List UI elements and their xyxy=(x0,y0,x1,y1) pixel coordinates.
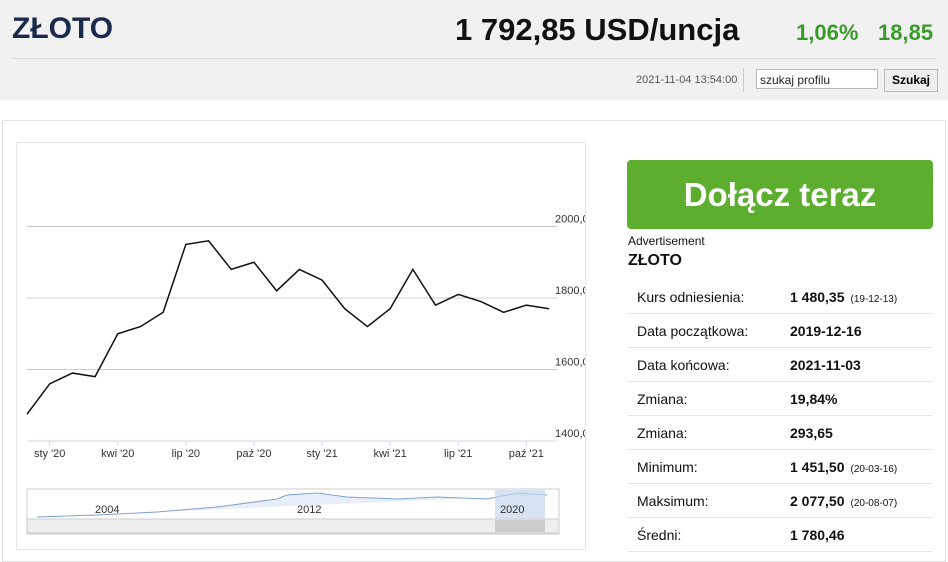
stat-label: Kurs odniesienia: xyxy=(637,289,745,305)
stat-label: Średni: xyxy=(637,527,682,543)
stat-value: 19,84% xyxy=(790,391,837,407)
navigator-label: 2020 xyxy=(500,504,524,516)
title: ZŁOTO xyxy=(12,12,114,45)
y-tick-label: 1600,00 xyxy=(555,357,585,369)
y-tick-label: 1800,00 xyxy=(555,285,585,297)
chart-box: 1400,00 1600,00 1800,00 2000,00 sty '20 kwi '… xyxy=(16,142,595,550)
stat-number: 1 780,46 xyxy=(790,527,845,543)
stat-row: Zmiana: 293,65 xyxy=(627,416,933,450)
stat-number: 2 077,50 xyxy=(790,493,845,509)
stat-label: Minimum: xyxy=(637,459,698,475)
change: 18,85 xyxy=(878,20,934,45)
stat-date: (20-08-07) xyxy=(850,498,898,509)
ad-label: Advertisement xyxy=(628,234,705,248)
stat-date: (19-12-13) xyxy=(850,294,898,305)
x-tick-label: paź '21 xyxy=(509,448,544,460)
stat-date: (20-03-16) xyxy=(850,464,898,475)
navigator-line xyxy=(36,492,548,518)
scrollbar[interactable] xyxy=(26,518,560,534)
stat-value: 2021-11-03 xyxy=(790,357,861,373)
y-tick-label: 2000,00 xyxy=(555,214,585,226)
stat-number: 19,84% xyxy=(790,391,838,407)
navigator-label: 2012 xyxy=(297,504,321,516)
stat-label: Data początkowa: xyxy=(637,323,749,339)
stat-row: Zmiana: 19,84% xyxy=(627,382,933,416)
stat-row: Data początkowa: 2019-12-16 xyxy=(627,314,933,348)
stats-table: Kurs odniesienia: 1 480,35 (19-12-13) Data … xyxy=(627,280,933,552)
x-tick-label: paź '20 xyxy=(236,448,271,460)
x-tick-label: sty '20 xyxy=(34,448,65,460)
stat-label: Data końcowa: xyxy=(637,357,730,373)
x-tick-label: sty '21 xyxy=(306,448,337,460)
stat-row: Średni: 1 780,46 xyxy=(627,518,933,552)
change-pct: 1,06% xyxy=(796,20,859,45)
divider xyxy=(12,58,936,59)
stat-number: 2019-12-16 xyxy=(790,323,862,339)
search-input[interactable]: szukaj profilu xyxy=(756,69,878,89)
stat-value: 293,65 xyxy=(790,425,833,441)
stat-number: 2021-11-03 xyxy=(790,357,861,373)
stat-value: 1 780,46 xyxy=(790,527,845,543)
search-button[interactable]: Szukaj xyxy=(884,69,938,92)
stat-label: Maksimum: xyxy=(637,493,709,509)
stat-number: 1 451,50 xyxy=(790,459,845,475)
stat-row: Minimum: 1 451,50 (20-03-16) xyxy=(627,450,933,484)
x-tick-label: lip '21 xyxy=(444,448,472,460)
scroll-thumb[interactable] xyxy=(495,520,545,532)
stat-value: 1 451,50 (20-03-16) xyxy=(790,459,897,475)
x-tick-label: kwi '20 xyxy=(101,448,134,460)
timestamp: 2021-11-04 13:54:00 xyxy=(636,74,738,86)
y-tick-label: 1400,00 xyxy=(555,428,585,440)
stat-row: Kurs odniesienia: 1 480,35 (19-12-13) xyxy=(627,280,933,314)
x-tick-label: kwi '21 xyxy=(373,448,406,460)
stat-label: Zmiana: xyxy=(637,391,688,407)
stat-number: 1 480,35 xyxy=(790,289,845,305)
navigator-label: 2004 xyxy=(95,504,119,516)
stat-value: 2019-12-16 xyxy=(790,323,862,339)
section-title: ZŁOTO xyxy=(628,252,682,269)
stat-value: 2 077,50 (20-08-07) xyxy=(790,493,897,509)
chart: 1400,00 1600,00 1800,00 2000,00 sty '20 kwi '… xyxy=(26,214,595,535)
stat-row: Maksimum: 2 077,50 (20-08-07) xyxy=(627,484,933,518)
x-tick-label: lip '20 xyxy=(172,448,200,460)
stat-value: 1 480,35 (19-12-13) xyxy=(790,289,897,305)
price: 1 792,85 USD/uncja xyxy=(455,12,740,47)
stat-label: Zmiana: xyxy=(637,425,688,441)
stat-number: 293,65 xyxy=(790,425,833,441)
price-line xyxy=(26,239,550,415)
stat-row: Data końcowa: 2021-11-03 xyxy=(627,348,933,382)
join-button[interactable]: Dołącz teraz xyxy=(627,160,933,229)
separator xyxy=(743,68,744,92)
